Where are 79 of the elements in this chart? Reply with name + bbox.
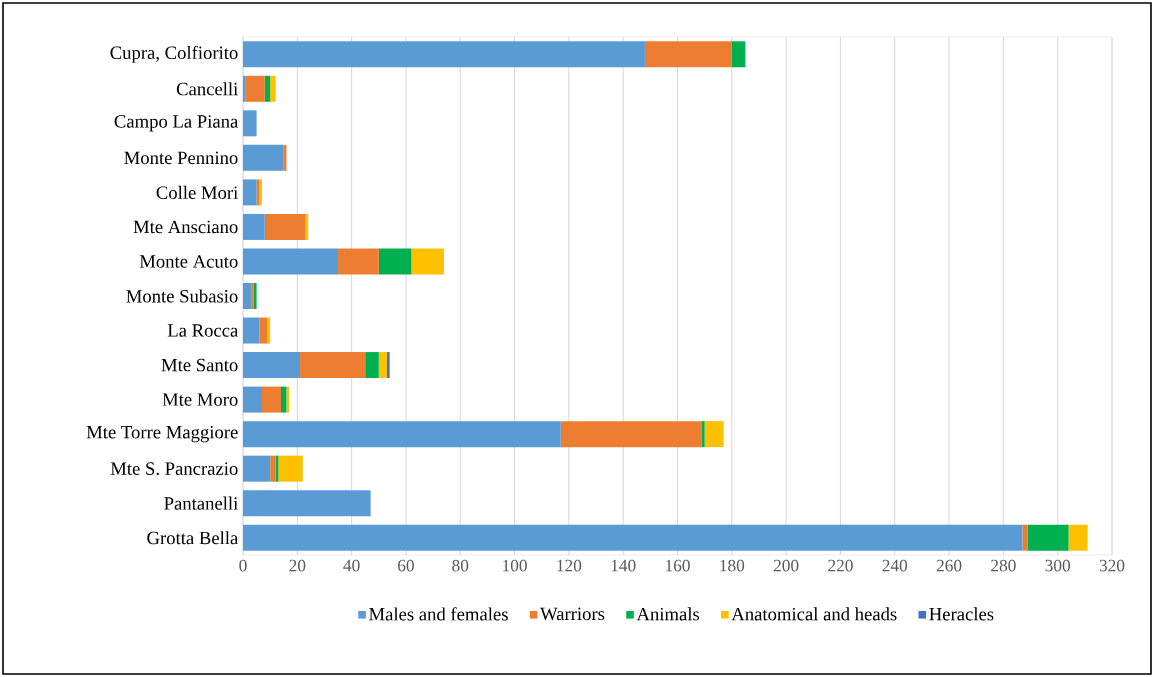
y-tick-label: Monte Subasio [126, 289, 238, 303]
bar [243, 283, 252, 309]
bar [243, 455, 271, 482]
x-tick-label: 80 [452, 559, 469, 572]
x-tick-label: 20 [289, 559, 306, 572]
bar [278, 455, 303, 482]
y-tick-label: Pantanelli [164, 496, 238, 510]
bar [264, 75, 271, 102]
bar [243, 386, 263, 413]
bar [245, 75, 265, 102]
x-tick-label: 100 [503, 559, 527, 572]
bar [701, 421, 705, 448]
legend-label: Males and females [369, 607, 508, 621]
y-tick-label: Mte Torre Maggiore [86, 425, 238, 443]
bar [300, 352, 366, 379]
x-tick-label: 180 [720, 559, 745, 572]
bar [1027, 524, 1069, 551]
bar [243, 490, 371, 517]
bar [411, 248, 444, 275]
bar [259, 317, 268, 344]
y-tick-label: Monte Pennino [124, 151, 238, 165]
x-tick-label: 200 [773, 559, 799, 572]
bar [704, 421, 724, 448]
bar [386, 352, 390, 379]
x-tick-label: 260 [936, 559, 962, 572]
bar [243, 248, 339, 275]
x-tick-label: 0 [239, 559, 247, 572]
bar [243, 110, 257, 137]
bar [243, 213, 265, 240]
y-tick-label: La Rocca [167, 324, 239, 337]
x-tick-label: 220 [828, 559, 853, 572]
y-tick-label: Cupra, Colfiorito [110, 45, 238, 63]
bar [644, 41, 732, 68]
bar [243, 524, 1023, 551]
bar [267, 317, 271, 344]
legend-label: Animals [636, 607, 700, 621]
bar [281, 386, 287, 413]
x-tick-label: 320 [1099, 559, 1125, 572]
bar [262, 386, 282, 413]
bar [243, 75, 246, 102]
y-tick-label: Grotta Bella [147, 531, 239, 545]
x-tick-label: 40 [343, 559, 360, 572]
x-tick-label: 240 [882, 559, 908, 572]
bar [264, 213, 306, 240]
x-tick-label: 60 [398, 559, 414, 572]
x-tick-label: 300 [1045, 559, 1071, 572]
y-tick-label: Mte Moro [162, 393, 238, 406]
bar [270, 75, 276, 102]
bar [338, 248, 379, 275]
bar [560, 421, 702, 448]
bar [243, 352, 301, 379]
x-tick-label: 160 [666, 559, 690, 572]
y-tick-label: Mte Santo [161, 358, 238, 372]
bar [1068, 524, 1088, 551]
bar [378, 248, 412, 275]
bar [286, 386, 290, 413]
y-tick-label: Cancelli [176, 82, 238, 96]
x-tick-label: 140 [611, 559, 636, 572]
x-tick-label: 120 [557, 559, 582, 572]
y-tick-label: Mte Ansciano [133, 220, 238, 234]
y-tick-label: Campo La Piana [114, 115, 239, 132]
y-tick-label: Mte S. Pancrazio [110, 462, 238, 475]
bar [731, 41, 746, 68]
bar [378, 352, 387, 379]
bar [243, 179, 257, 206]
x-tick-label: 280 [991, 559, 1016, 572]
bar [270, 455, 276, 482]
bar [243, 41, 645, 68]
bar [365, 352, 379, 379]
legend-label: Anatomical and heads [731, 607, 897, 621]
bar [1022, 524, 1028, 551]
bar [243, 144, 284, 171]
bar [243, 421, 561, 448]
bar [305, 213, 309, 240]
y-tick-label: Monte Acuto [139, 255, 238, 268]
legend-label: Heracles [929, 607, 994, 621]
bar [243, 317, 260, 344]
legend-label: Warriors [540, 607, 605, 621]
y-tick-label: Colle Mori [156, 185, 238, 199]
